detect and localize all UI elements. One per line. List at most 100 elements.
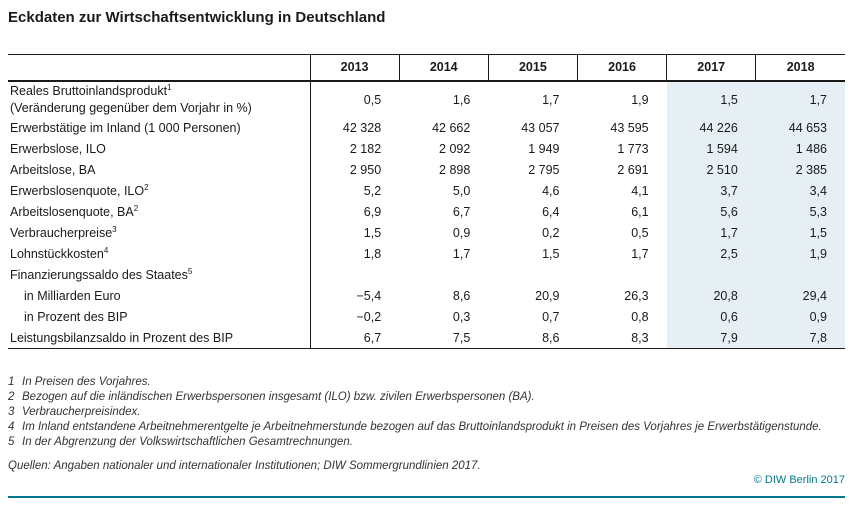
bottom-rule <box>8 496 845 498</box>
col-header-2013: 2013 <box>309 54 400 82</box>
row-label: Arbeitslose, BA <box>10 162 96 177</box>
cell-2017: 20,8 <box>666 285 756 307</box>
cell-2018: 5,3 <box>755 201 845 223</box>
cell-2018: 29,4 <box>755 285 845 307</box>
cell-2018: 2 385 <box>755 159 845 181</box>
cell-2018: 7,8 <box>755 327 845 349</box>
cell-2016: 1,7 <box>631 247 649 261</box>
footnote: 3 Verbraucherpreisindex. <box>8 406 141 418</box>
cell-2016: 2 691 <box>617 163 649 177</box>
cell-2015: 6,4 <box>542 205 560 219</box>
cell-2016: 26,3 <box>624 289 649 303</box>
cell-2018: 0,9 <box>755 306 845 328</box>
row-label: in Milliarden Euro <box>24 288 121 303</box>
row-label: Lohnstückkosten4 <box>10 245 109 261</box>
cell-2013: −5,4 <box>309 285 400 307</box>
cell-2013: 1,8 <box>309 243 400 265</box>
cell-2017: 2 510 <box>666 159 756 181</box>
cell-2013: 5,2 <box>309 180 400 202</box>
table-row: Arbeitslosenquote, BA2 6,9 6,7 6,4 6,1 5,6 5,3 <box>8 201 845 223</box>
cell-2018: 1,7 <box>755 80 845 118</box>
footnote-marker: 5 <box>187 266 193 276</box>
cell-2013 <box>309 264 400 286</box>
cell-2015: 0,7 <box>542 310 560 324</box>
cell-2014: 5,0 <box>452 184 471 198</box>
footnotes: 1 In Preisen des Vorjahres. 2 Bezogen auf d… <box>8 375 845 450</box>
table-row: in Milliarden Euro −5,4 8,6 20,9 26,3 20,8 29,… <box>8 285 845 307</box>
cell-2017: 1 594 <box>666 138 756 160</box>
cell-2016: 43 595 <box>610 121 649 135</box>
cell-2017: 7,9 <box>666 327 756 349</box>
footnote-marker: 2 <box>144 182 149 192</box>
col-header-2017: 2017 <box>666 54 756 82</box>
cell-2014: 1,7 <box>452 247 471 261</box>
footnote-marker: 4 <box>103 245 109 255</box>
row-label: Erwerbslose, ILO <box>10 141 106 156</box>
cell-2015: 0,2 <box>542 226 560 240</box>
cell-2016: 0,8 <box>631 310 649 324</box>
row-label: Erwerbstätige im Inland (1 000 Personen) <box>10 120 241 135</box>
row-label: Reales Bruttoinlandsprodukt1 (Veränderung… <box>10 83 252 115</box>
table-row: Finanzierungssaldo des Staates5 <box>8 264 845 286</box>
cell-2013: 6,7 <box>309 327 400 349</box>
cell-2014: 42 662 <box>432 121 471 135</box>
cell-2016: 0,5 <box>631 226 649 240</box>
cell-2017: 2,5 <box>666 243 756 265</box>
cell-2013: 2 182 <box>309 138 400 160</box>
cell-2018: 1,9 <box>755 243 845 265</box>
col-header-2015: 2015 <box>487 54 578 82</box>
table-row: Erwerbstätige im Inland (1 000 Personen)… <box>8 117 845 139</box>
cell-2013: 42 328 <box>309 117 400 139</box>
cell-2017: 0,6 <box>666 306 756 328</box>
cell-2013: 0,5 <box>309 80 400 118</box>
cell-2017: 1,7 <box>666 222 756 244</box>
table-row: Leistungsbilanzsaldo in Prozent des BIP 6… <box>8 327 845 349</box>
cell-2013: 2 950 <box>309 159 400 181</box>
cell-2017: 5,6 <box>666 201 756 223</box>
cell-2016: 1 773 <box>617 142 649 156</box>
cell-2016 <box>577 265 666 286</box>
cell-2018: 3,4 <box>755 180 845 202</box>
cell-2015: 43 057 <box>521 121 560 135</box>
footnote: 1 In Preisen des Vorjahres. <box>8 376 151 388</box>
col-header-2014: 2014 <box>398 54 489 82</box>
row-label: Arbeitslosenquote, BA2 <box>10 203 139 219</box>
cell-2018: 44 653 <box>755 117 845 139</box>
cell-2014: 7,5 <box>399 327 489 349</box>
cell-2016: 4,1 <box>631 184 649 198</box>
cell-2017 <box>666 264 756 286</box>
table-row: Arbeitslose, BA 2 950 2 898 2 795 2 691 2 510… <box>8 159 845 181</box>
cell-2014: 2 898 <box>439 163 471 177</box>
col-header-2016: 2016 <box>576 54 667 82</box>
economic-data-table: 2013 2014 2015 2016 2017 2018 Reales Bruttoin… <box>8 54 845 349</box>
cell-2014: 0,9 <box>452 226 471 240</box>
cell-2014: 6,7 <box>452 205 471 219</box>
cell-2017: 1,5 <box>666 80 756 118</box>
cell-2018 <box>755 264 845 286</box>
cell-2018: 1 486 <box>755 138 845 160</box>
table-header: 2013 2014 2015 2016 2017 2018 <box>8 54 845 82</box>
col-header-empty <box>8 54 310 82</box>
table-body: Reales Bruttoinlandsprodukt1 (Veränderung… <box>8 80 845 349</box>
footnote-marker: 1 <box>167 83 172 93</box>
cell-2016: 1,9 <box>631 92 649 107</box>
cell-2014: 1,6 <box>452 92 471 107</box>
cell-2014: 2 092 <box>439 142 471 156</box>
table-header-row: 2013 2014 2015 2016 2017 2018 <box>8 54 845 82</box>
footnote: 4 Im Inland entstandene Arbeitnehmerentge… <box>8 421 822 433</box>
cell-2015: 4,6 <box>542 184 560 198</box>
cell-2015: 2 795 <box>528 163 560 177</box>
table-row: Reales Bruttoinlandsprodukt1 (Veränderung… <box>8 80 845 118</box>
row-label: in Prozent des BIP <box>24 309 128 324</box>
cell-2013: 6,9 <box>309 201 400 223</box>
cell-2013: −0,2 <box>309 306 400 328</box>
cell-2013: 1,5 <box>309 222 400 244</box>
table-row: Erwerbslose, ILO 2 182 2 092 1 949 1 773 1 59… <box>8 138 845 160</box>
table-row: Verbraucherpreise3 1,5 0,9 0,2 0,5 1,7 1,5 <box>8 222 845 244</box>
row-label: Erwerbslosenquote, ILO2 <box>10 182 149 198</box>
cell-2015 <box>488 265 577 286</box>
cell-2014: 8,6 <box>452 289 471 303</box>
cell-2015: 8,6 <box>488 327 578 349</box>
table-row: in Prozent des BIP −0,2 0,3 0,7 0,8 0,6 0,9 <box>8 306 845 328</box>
